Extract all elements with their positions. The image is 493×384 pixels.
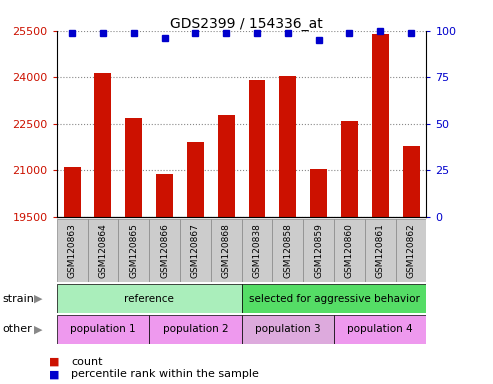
Text: GSM120860: GSM120860 (345, 223, 354, 278)
Bar (64, 167, 80, 217)
Bar (149, 315, 242, 344)
Bar (365, 219, 395, 282)
Text: strain: strain (2, 293, 35, 304)
Bar (280, 76, 296, 217)
Text: population 2: population 2 (163, 324, 228, 334)
Text: GSM120867: GSM120867 (191, 223, 200, 278)
Bar (242, 284, 426, 313)
Text: GSM120859: GSM120859 (314, 223, 323, 278)
Text: selected for aggressive behavior: selected for aggressive behavior (248, 293, 420, 304)
Bar (57, 284, 242, 313)
Bar (118, 219, 149, 282)
Text: GSM120858: GSM120858 (283, 223, 292, 278)
Bar (95, 73, 111, 217)
Text: population 3: population 3 (255, 324, 320, 334)
Bar (372, 34, 388, 217)
Bar (403, 146, 420, 217)
Bar (242, 219, 272, 282)
Text: ▶: ▶ (34, 293, 42, 304)
Bar (248, 80, 265, 217)
Text: GSM120863: GSM120863 (68, 223, 76, 278)
Bar (156, 174, 173, 217)
Text: ■: ■ (49, 357, 60, 367)
Text: GSM120864: GSM120864 (99, 223, 107, 278)
Bar (395, 219, 426, 282)
Bar (242, 315, 334, 344)
Bar (272, 219, 303, 282)
Text: ■: ■ (49, 369, 60, 379)
Text: GSM120861: GSM120861 (376, 223, 385, 278)
Bar (310, 169, 327, 217)
Bar (341, 121, 358, 217)
Bar (334, 315, 426, 344)
Text: reference: reference (124, 293, 174, 304)
Bar (303, 219, 334, 282)
Text: GSM120862: GSM120862 (407, 223, 416, 278)
Text: GSM120838: GSM120838 (252, 223, 261, 278)
Text: GSM120868: GSM120868 (222, 223, 231, 278)
Text: GDS2399 / 154336_at: GDS2399 / 154336_at (170, 17, 323, 31)
Bar (57, 219, 88, 282)
Bar (57, 315, 149, 344)
Text: percentile rank within the sample: percentile rank within the sample (71, 369, 259, 379)
Text: other: other (2, 324, 32, 334)
Text: count: count (71, 357, 103, 367)
Text: population 4: population 4 (348, 324, 413, 334)
Text: GSM120866: GSM120866 (160, 223, 169, 278)
Bar (149, 219, 180, 282)
Text: GSM120865: GSM120865 (129, 223, 138, 278)
Bar (125, 118, 142, 217)
Bar (218, 114, 235, 217)
Text: ▶: ▶ (34, 324, 42, 334)
Bar (180, 219, 211, 282)
Text: population 1: population 1 (70, 324, 136, 334)
Bar (88, 219, 118, 282)
Bar (211, 219, 242, 282)
Bar (187, 142, 204, 217)
Bar (334, 219, 365, 282)
